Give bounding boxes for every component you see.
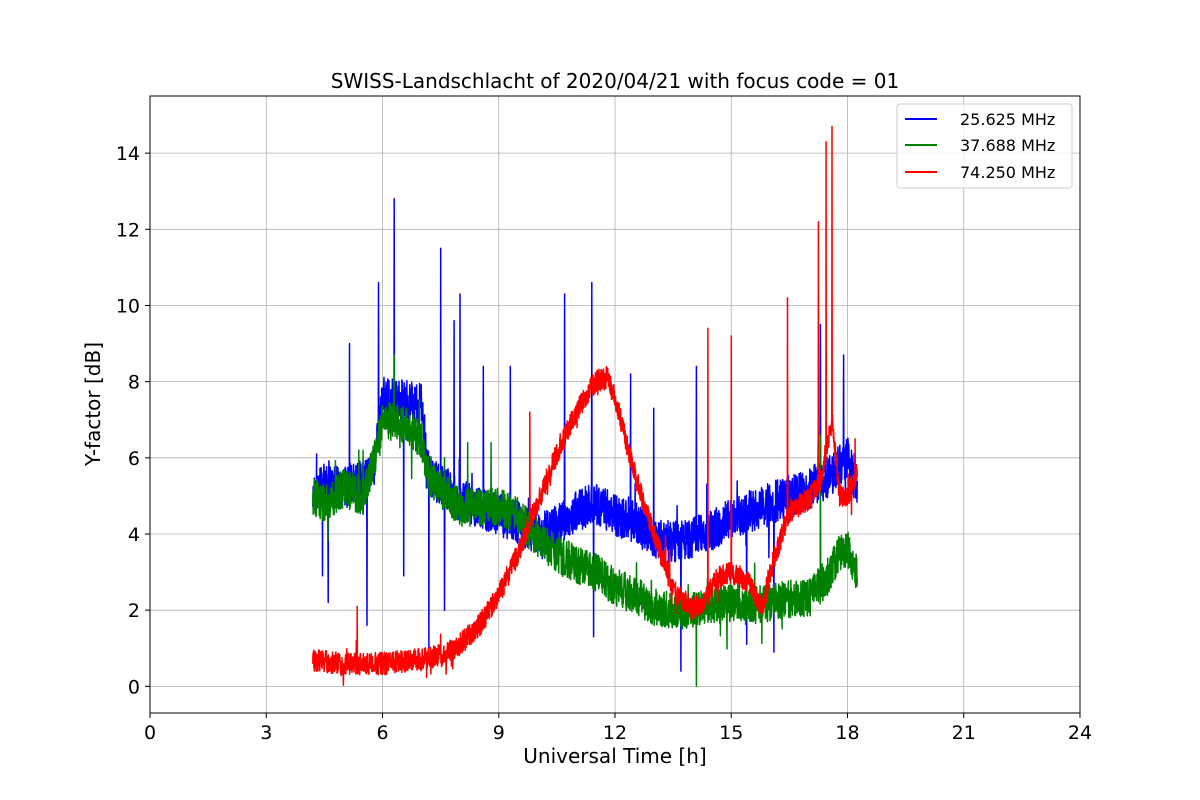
x-tick-label: 24 bbox=[1068, 722, 1092, 744]
legend-label-25mhz: 25.625 MHz bbox=[960, 110, 1055, 129]
x-axis-label: Universal Time [h] bbox=[523, 744, 706, 768]
y-axis-label: Y-factor [dB] bbox=[81, 342, 105, 467]
x-tick-label: 9 bbox=[493, 722, 505, 744]
chart-title: SWISS-Landschlacht of 2020/04/21 with fo… bbox=[331, 69, 899, 93]
y-tick-label: 2 bbox=[128, 600, 140, 622]
series-line-3 bbox=[312, 125, 858, 687]
y-tick-label: 0 bbox=[128, 676, 140, 698]
legend-box bbox=[896, 103, 1073, 189]
y-tick-label: 10 bbox=[116, 295, 140, 317]
y-tick-label: 8 bbox=[128, 372, 140, 394]
y-tick-label: 6 bbox=[128, 448, 140, 470]
x-tick-label: 21 bbox=[952, 722, 976, 744]
legend-label-74mhz: 74.250 MHz bbox=[960, 163, 1055, 182]
y-tick-label: 12 bbox=[116, 219, 140, 241]
y-tick-label: 14 bbox=[116, 143, 140, 165]
legend-label-37mhz: 37.688 MHz bbox=[960, 136, 1055, 155]
x-tick-label: 15 bbox=[719, 722, 743, 744]
series-lines bbox=[312, 125, 858, 688]
x-tick-label: 18 bbox=[835, 722, 859, 744]
x-tick-label: 6 bbox=[376, 722, 388, 744]
y-tick-label: 4 bbox=[128, 524, 140, 546]
series-line-1 bbox=[312, 198, 858, 672]
x-tick-label: 12 bbox=[603, 722, 627, 744]
x-tick-label: 0 bbox=[144, 722, 156, 744]
series-line-2 bbox=[312, 354, 858, 688]
legend: 25.625 MHz 37.688 MHz 74.250 MHz bbox=[896, 103, 1073, 189]
x-tick-label: 3 bbox=[260, 722, 272, 744]
